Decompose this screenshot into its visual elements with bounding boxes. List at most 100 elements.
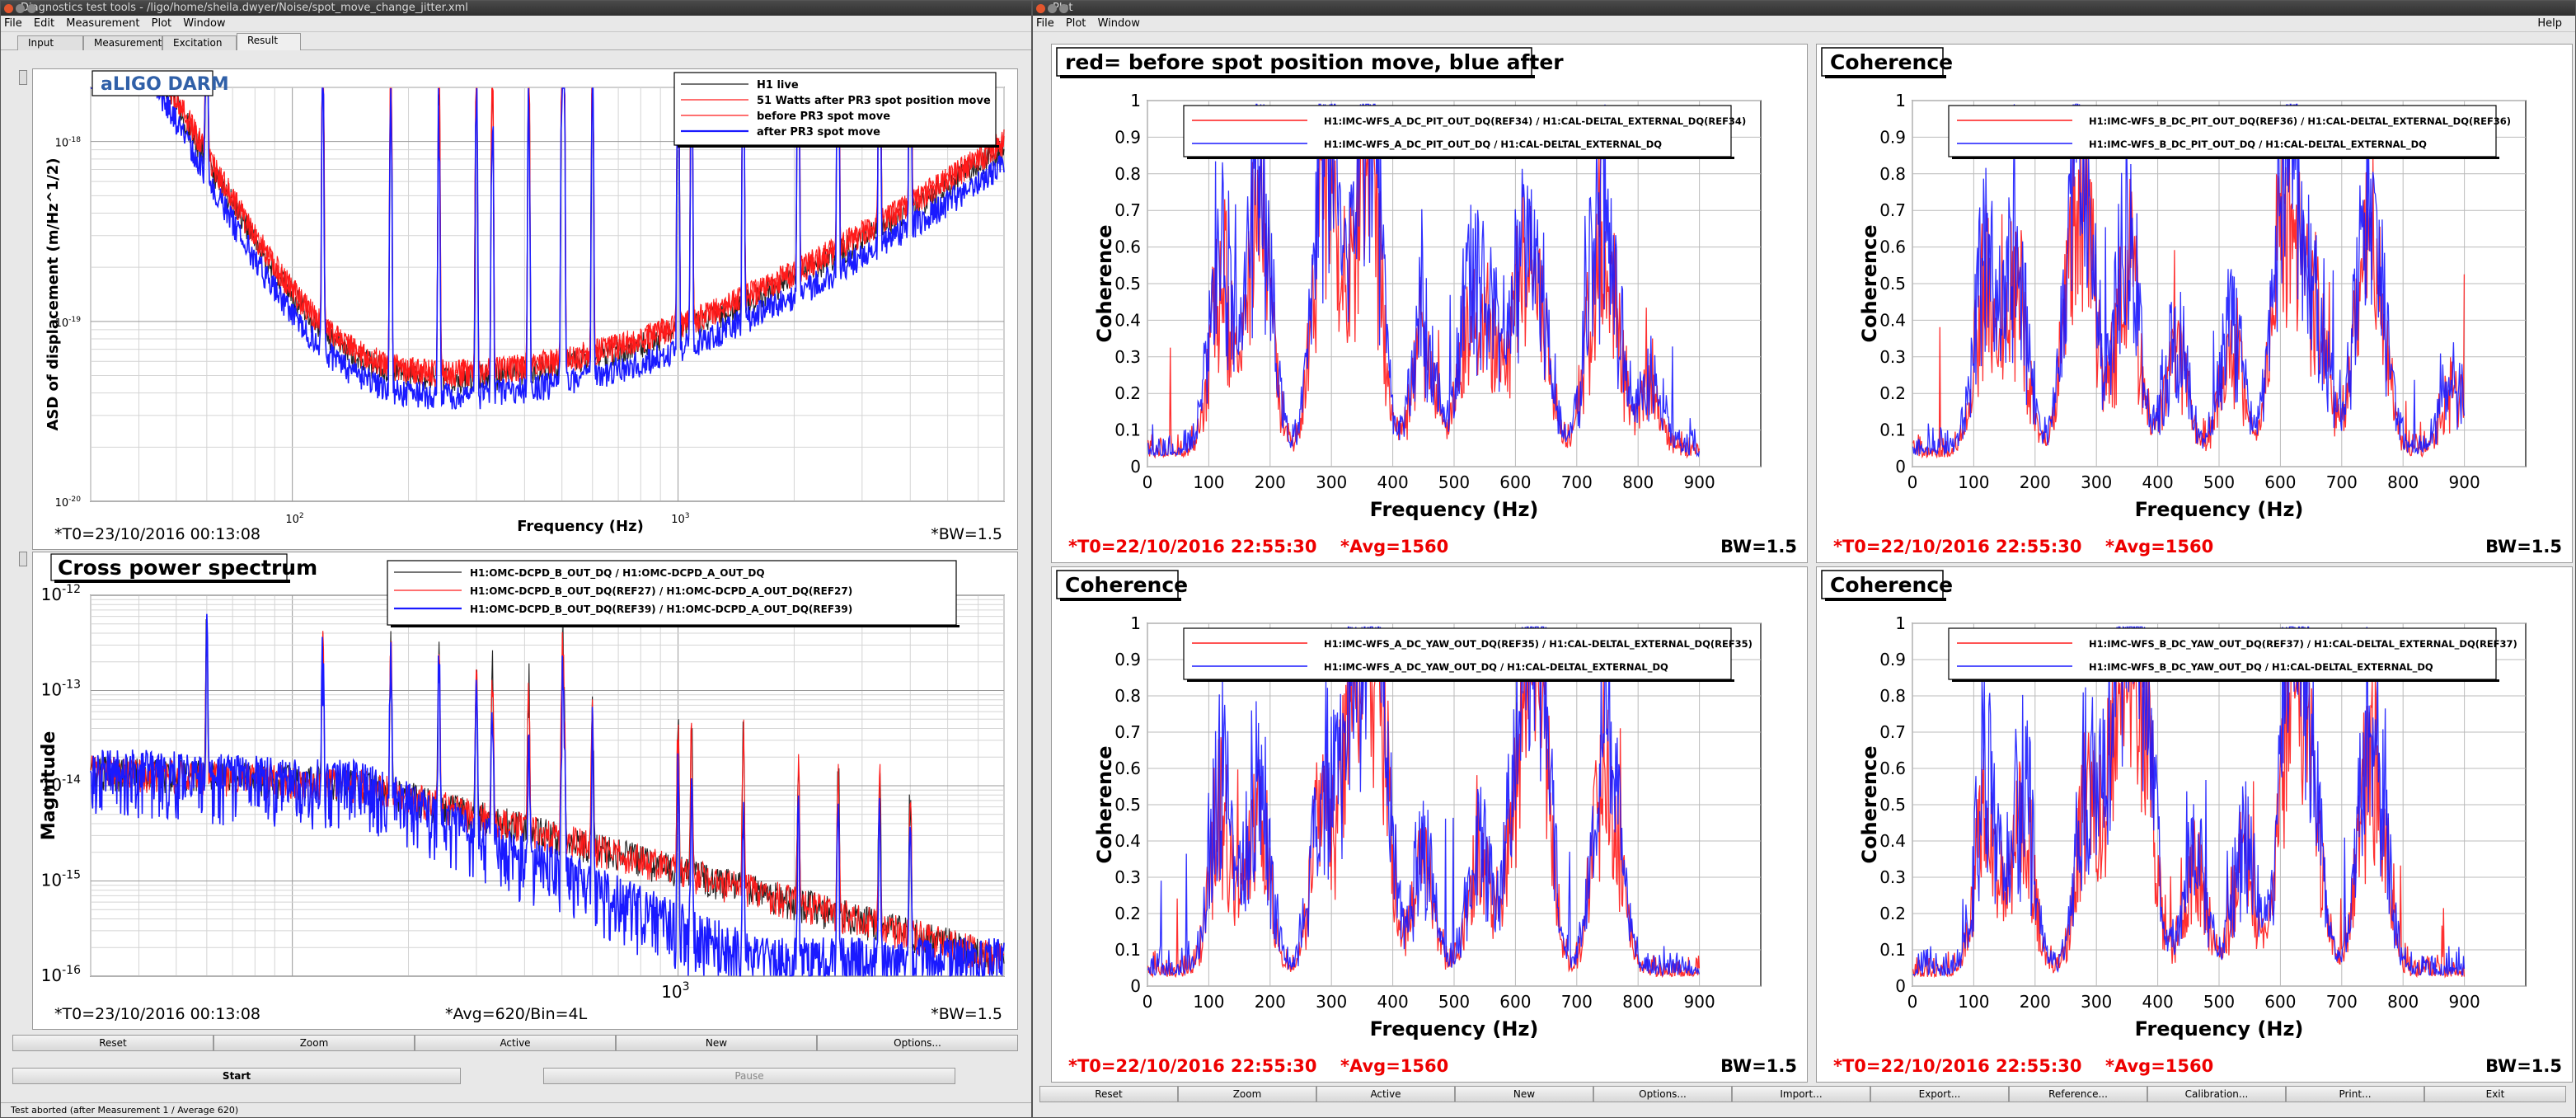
y-tick-label: 0.8 [1114,686,1141,706]
y-tick-label: 0.2 [1879,904,1906,923]
plot-calibration-button[interactable]: Calibration... [2147,1086,2286,1102]
pad-arrow-down[interactable] [19,552,27,566]
legend-shadow [678,145,999,148]
zoom-button[interactable]: Zoom [213,1035,415,1051]
plot-reference-button[interactable]: Reference... [2009,1086,2147,1102]
plot-export-button[interactable]: Export... [1870,1086,2009,1102]
x-tick-label: 500 [1438,992,1470,1012]
plot-active-button[interactable]: Active [1316,1086,1455,1102]
y-tick-label: 0.9 [1879,127,1906,147]
menu-window[interactable]: Window [183,17,226,30]
series-line-blue [1147,103,1701,458]
legend-shadow [1187,157,1734,159]
chart-title-box [1821,570,1944,599]
plot-frame [90,87,1005,502]
x-tick-label: 500 [2203,992,2235,1012]
y-axis-label: Coherence [1093,224,1116,342]
x-tick-label: 600 [1499,472,1531,492]
plot-maximize-icon[interactable] [1059,4,1068,13]
minimize-icon[interactable] [16,4,25,13]
legend-entry: H1:IMC-WFS_B_DC_YAW_OUT_DQ / H1:CAL-DELT… [2089,661,2433,674]
options-button[interactable]: Options... [817,1035,1018,1051]
y-tick-label: 0.4 [1114,831,1141,851]
y-axis-label: Magnitude [39,731,59,841]
left-tabs: Input Measurement Excitation Result [1,32,1031,50]
tab-input[interactable]: Input [17,35,83,50]
x-axis-label: Frequency (Hz) [2135,498,2304,521]
cps-pad[interactable]: 10-12 10-13 10-14 10-15 10-16 103 Cross power … [32,552,1018,1030]
footer-bw: BW=1.5 [1720,1056,1797,1076]
coh3-pad[interactable]: Coherence 0 0.1 0.2 0.3 0.4 0.5 0.6 0.7 0.8 0.9 1 0 1… [1051,566,1808,1083]
legend-entry: H1:OMC-DCPD_B_OUT_DQ(REF39) / H1:OMC-DCP… [470,604,852,616]
menu-file[interactable]: File [4,17,22,30]
footer-bw: BW=1.5 [2485,1056,2562,1076]
legend-entry: H1:OMC-DCPD_B_OUT_DQ(REF27) / H1:OMC-DCP… [470,585,852,598]
start-button[interactable]: Start [12,1068,461,1084]
footer-t0: *T0=23/10/2016 00:13:08 [54,1005,260,1023]
x-tick-label: 400 [2142,992,2174,1012]
pad-arrow-up[interactable] [19,70,27,85]
y-tick-label: 0 [1130,976,1141,996]
pause-button[interactable]: Pause [543,1068,955,1084]
plot-zoom-button[interactable]: Zoom [1178,1086,1316,1102]
chart-title: Coherence [1830,50,1953,74]
plot-menu-plot[interactable]: Plot [1065,17,1086,30]
y-tick-label: 0.9 [1114,127,1141,147]
legend-entry: H1:OMC-DCPD_B_OUT_DQ / H1:OMC-DCPD_A_OUT… [470,567,765,580]
y-tick-label: 0.7 [1879,722,1906,742]
x-tick-label: 900 [1684,992,1715,1012]
legend-box [1948,627,2497,680]
y-tick-label: 0.5 [1879,274,1906,294]
close-icon[interactable] [4,4,13,13]
coh1-pad[interactable]: red= before spot position move, blue aft… [1051,44,1808,563]
menu-plot[interactable]: Plot [151,17,172,30]
x-axis-label: Frequency (Hz) [1370,1017,1539,1040]
y-tick-label: 0.3 [1114,347,1141,367]
plot-menu-file[interactable]: File [1036,17,1054,30]
plot-menu-help[interactable]: Help [2537,17,2562,30]
x-tick-label: 400 [1377,472,1409,492]
legend-box [1183,105,1732,157]
plot-titlebar[interactable]: Plot [1033,1,2575,16]
series-line-3 [91,86,1005,410]
menu-edit[interactable]: Edit [33,17,55,30]
x-tick-label: 300 [2081,992,2112,1012]
footer-t0: *T0=22/10/2016 22:55:30 [1833,537,2082,557]
plot-minimize-icon[interactable] [1048,4,1057,13]
y-axis-label: ASD of displacement (m/Hz^1/2) [45,157,62,430]
y-tick-label: 0.2 [1114,383,1141,403]
x-tick-label: 300 [2081,472,2112,492]
series-line-blue [1147,626,1701,977]
legend-entry: H1:IMC-WFS_A_DC_YAW_OUT_DQ(REF35) / H1:C… [1324,638,1753,651]
darm-pad[interactable]: 10-18 10-19 10-20 102 103 aLIGO DARM H1 live 51… [32,68,1018,550]
diagnostics-titlebar[interactable]: Diagnostics test tools - /ligo/home/shei… [1,1,1031,16]
y-tick-label: 0.7 [1879,200,1906,220]
plot-import-button[interactable]: Import... [1732,1086,1870,1102]
footer-avg: *Avg=1560 [2105,537,2213,557]
plot-close-icon[interactable] [1036,4,1045,13]
plot-menu-window[interactable]: Window [1097,17,1140,30]
plot-reset-button[interactable]: Reset [1039,1086,1178,1102]
coh4-pad[interactable]: Coherence 0 0.1 0.2 0.3 0.4 0.5 0.6 0.7 0.8 0.9 1 0 1… [1816,566,2573,1083]
menu-measurement[interactable]: Measurement [66,17,140,30]
tab-result[interactable]: Result [237,33,301,50]
active-button[interactable]: Active [415,1035,616,1051]
y-tick-label: 0.6 [1879,759,1906,778]
y-tick-label: 0.3 [1114,867,1141,887]
y-tick-label: 0.6 [1114,759,1141,778]
plot-new-button[interactable]: New [1455,1086,1593,1102]
y-tick-label: 0.9 [1114,650,1141,669]
y-tick-label: 0.1 [1114,940,1141,960]
plot-print-button[interactable]: Print... [2286,1086,2424,1102]
maximize-icon[interactable] [27,4,36,13]
y-tick-label: 0.6 [1879,237,1906,257]
coh2-pad[interactable]: Coherence 0 0.1 0.2 0.3 0.4 0.5 0.6 0.7 0.8 0.9 1 0 1… [1816,44,2573,563]
new-button[interactable]: New [616,1035,817,1051]
chart-title-shadow [1060,598,1181,601]
plot-options-button[interactable]: Options... [1593,1086,1732,1102]
tab-excitation[interactable]: Excitation [162,35,237,50]
tab-measurement[interactable]: Measurement [83,35,162,50]
x-tick-label: 300 [1316,472,1347,492]
plot-exit-button[interactable]: Exit [2424,1086,2566,1102]
reset-button[interactable]: Reset [12,1035,213,1051]
